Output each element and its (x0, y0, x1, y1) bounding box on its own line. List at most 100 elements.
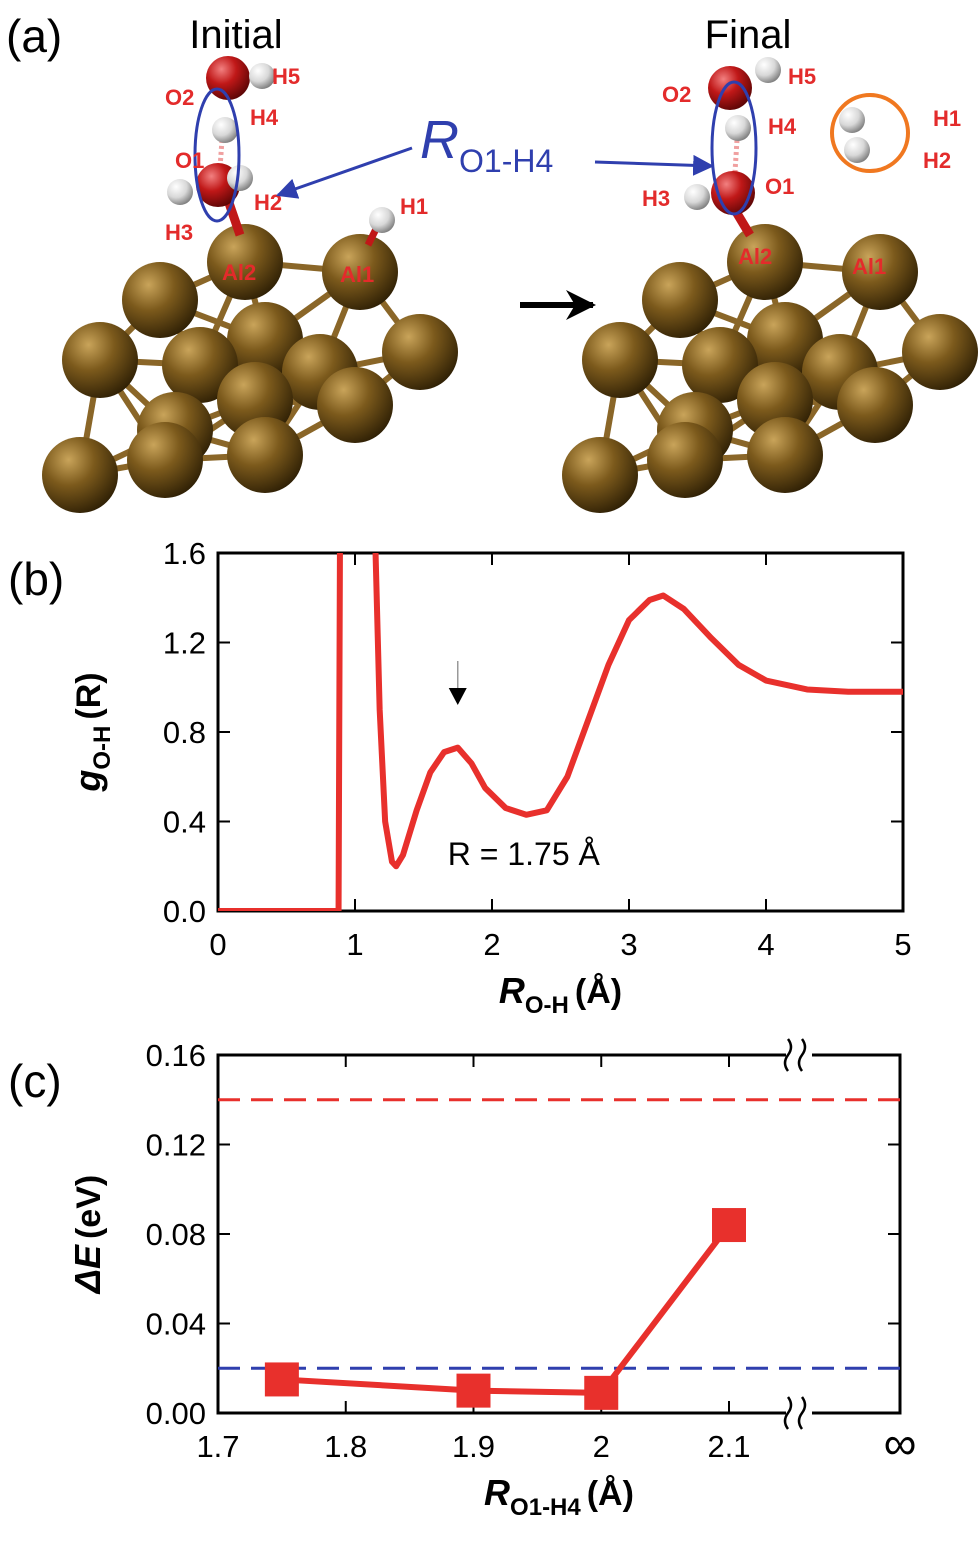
al-atom (582, 322, 658, 398)
al-atom (162, 327, 238, 403)
pointer-arrow (594, 154, 715, 176)
axis-break (783, 1396, 793, 1430)
x-label-symbol: R (484, 1472, 510, 1513)
x-tick-label: 1 (346, 927, 363, 962)
axis-break-gap (786, 1051, 812, 1059)
hydrogen-atom (844, 137, 870, 163)
hydrogen-atom (369, 207, 395, 233)
al-atom (42, 437, 118, 513)
x-label-subscript: O-H (525, 992, 569, 1019)
y-label-symbol: g (67, 770, 108, 793)
y-label-symbol: ΔE (67, 1244, 108, 1295)
data-point (584, 1375, 619, 1410)
al-atom (227, 417, 303, 493)
hydrogen-atom (725, 115, 751, 141)
al-atom (207, 224, 283, 300)
atom-label: H2 (923, 148, 951, 173)
axis-break (783, 1038, 793, 1072)
panel-title: Final (705, 13, 792, 57)
x-tick-label: 3 (620, 927, 637, 962)
x-axis-label: RO1-H4 (Å) (484, 1472, 634, 1521)
h-bond (217, 139, 225, 169)
y-label-suffix: (eV) (70, 1175, 108, 1239)
x-tick-label: 1.7 (196, 1429, 239, 1464)
atom-label: H5 (272, 64, 300, 89)
y-tick-label: 0.12 (146, 1128, 206, 1163)
al-atom (382, 314, 458, 390)
data-line (281, 1223, 732, 1396)
atom-label: Al1 (852, 254, 886, 279)
al-atom (747, 302, 823, 378)
hydrogen-atom (249, 63, 275, 89)
highlight-circle (830, 93, 910, 173)
atom-label: O2 (662, 82, 691, 107)
axis-break (797, 1038, 807, 1072)
plot-frame (216, 551, 905, 913)
highlight-ellipse (710, 80, 758, 216)
atom-label: H5 (788, 64, 816, 89)
atom-label: H4 (768, 114, 797, 139)
hydrogen-atom (684, 184, 710, 210)
x-tick-label: 5 (894, 927, 911, 962)
y-tick-label: 0.00 (146, 1396, 206, 1431)
atom-label: Al1 (340, 262, 374, 287)
hydrogen-atom (212, 117, 238, 143)
panel-label: (b) (8, 553, 64, 605)
atom-label: H3 (165, 220, 193, 245)
panel-title: Initial (189, 13, 282, 57)
distance-symbol: R (420, 110, 459, 170)
x-label-suffix: (Å) (587, 1475, 634, 1513)
data-line (218, 553, 343, 911)
x-end-label: ∞ (884, 1417, 917, 1469)
data-point (712, 1208, 746, 1243)
y-tick-label: 0.16 (146, 1038, 206, 1073)
distance-label: RO1-H4 (420, 110, 553, 179)
data-point (264, 1362, 299, 1397)
x-axis-label: RO-H (Å) (499, 970, 622, 1019)
atom-label: O1 (175, 148, 204, 173)
al-atom (842, 234, 918, 310)
al-atom (317, 367, 393, 443)
distance-subscript: O1-H4 (459, 143, 553, 179)
hydrogen-atom (755, 57, 781, 83)
highlight-ellipse (193, 87, 241, 223)
y-tick-label: 0.08 (146, 1217, 206, 1252)
al-atom (562, 437, 638, 513)
atom-label: H1 (400, 194, 428, 219)
atom-label: Al2 (738, 244, 772, 269)
al-atom (747, 417, 823, 493)
x-label-symbol: R (499, 970, 525, 1011)
atom-label: Al2 (222, 260, 256, 285)
x-tick-label: 1.9 (452, 1429, 495, 1464)
x-tick-label: 0 (209, 927, 226, 962)
al-atom (227, 302, 303, 378)
al-atom (727, 224, 803, 300)
x-tick-label: 4 (757, 927, 774, 962)
atom-label: H4 (250, 105, 279, 130)
x-tick-label: 1.8 (324, 1429, 367, 1464)
annotation: R = 1.75 Å (448, 836, 601, 872)
h-bond (732, 139, 740, 173)
panel-label: (a) (6, 10, 62, 62)
y-tick-label: 0.8 (163, 715, 206, 750)
x-tick-label: 2.1 (707, 1429, 750, 1464)
y-label-subscript: O-H (89, 726, 116, 770)
x-tick-label: 2 (593, 1429, 610, 1464)
y-axis-label: ΔE (eV) (67, 1175, 108, 1295)
panel-label: (c) (8, 1055, 62, 1107)
y-tick-label: 0.0 (163, 894, 206, 929)
y-tick-label: 0.4 (163, 805, 206, 840)
plot-frame (216, 1053, 902, 1415)
y-tick-label: 1.2 (163, 626, 206, 661)
al-atom (682, 327, 758, 403)
pointer-arrow (276, 146, 413, 199)
y-axis-label: gO-H (R) (67, 672, 116, 792)
al-atom (902, 314, 978, 390)
y-label-suffix: (R) (70, 672, 108, 719)
annotation-arrowhead (448, 688, 467, 705)
oxygen-atom (708, 66, 752, 110)
atom-label: O1 (765, 174, 794, 199)
al-atom (62, 322, 138, 398)
al-atom (647, 422, 723, 498)
